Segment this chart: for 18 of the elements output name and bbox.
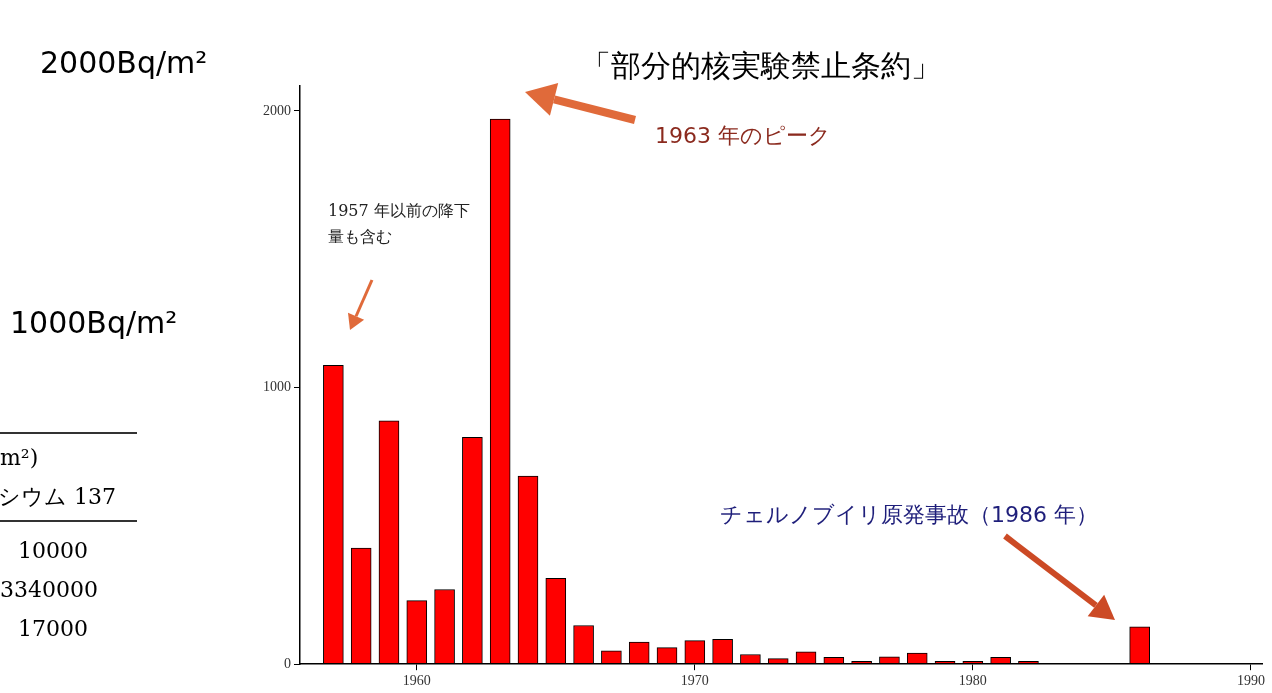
text: 10000 [18,538,88,563]
x-tick-label: 1960 [402,673,431,689]
annotation: チェルノブイリ原発事故（1986 年） [720,501,1098,529]
text: シウム 137 [0,483,116,511]
annotation: 1963 年のピーク [655,122,831,150]
text: 2000Bq/m² [40,45,208,80]
y-tick-label: 1000 [263,379,291,395]
text: 1000Bq/m² [10,305,178,340]
x-tick-label: 1980 [958,673,987,689]
text: m²) [0,445,39,470]
y-tick-label: 0 [284,655,291,671]
y-tick-label: 2000 [263,102,291,118]
text: 17000 [18,616,88,641]
text: 3340000 [0,577,98,602]
annotation: 1957 年以前の降下量も含む [328,200,471,248]
chart-title: 「部分的核実験禁止条約」 [581,47,941,83]
x-tick-label: 1970 [680,673,709,689]
x-tick-label: 1990 [1236,673,1265,689]
